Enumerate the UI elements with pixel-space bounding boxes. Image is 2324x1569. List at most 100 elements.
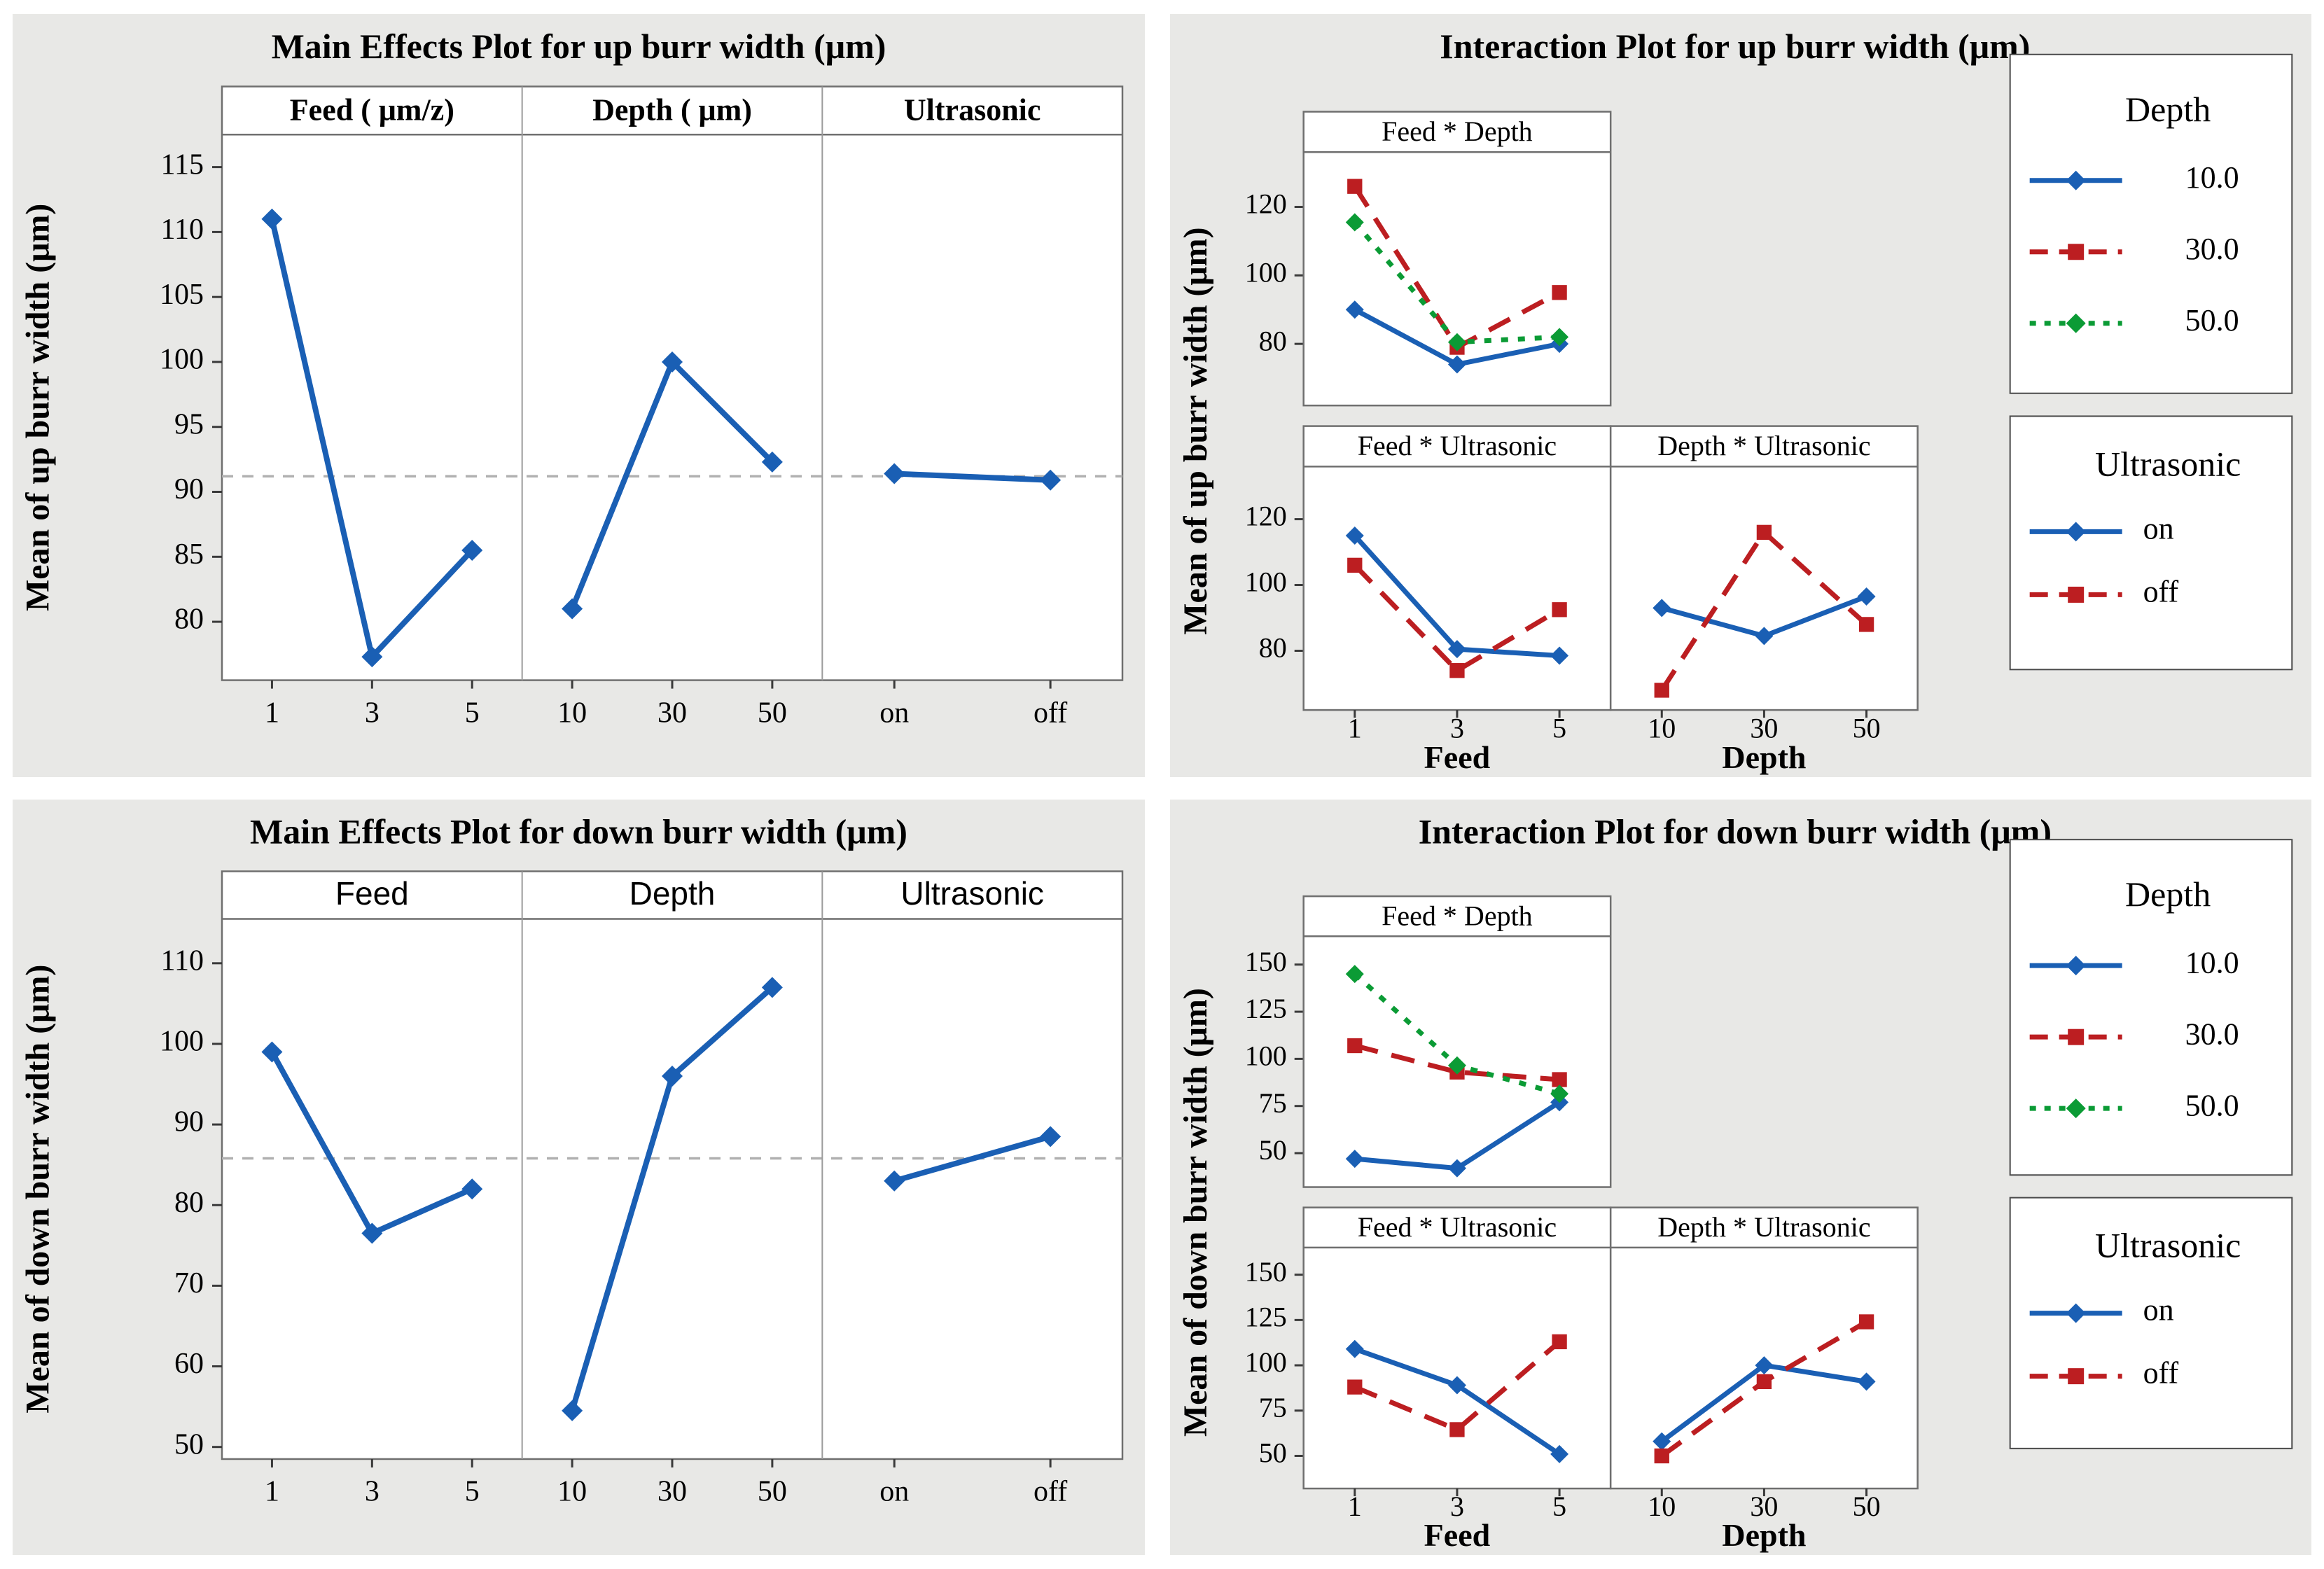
diamond-marker [761, 451, 783, 473]
panel-Depth * Ultrasonic: Depth * Ultrasonic 10 30 50 Depth [1609, 425, 1919, 775]
y-tick-label: 75 [1259, 1087, 1287, 1119]
series-Depth [562, 977, 783, 1421]
series-50.0 [1345, 965, 1569, 1103]
square-marker [1552, 1072, 1567, 1087]
square-marker [2068, 586, 2085, 603]
square-marker [1858, 1314, 1874, 1330]
x-tick-label: 5 [1552, 712, 1566, 744]
series-on [1345, 527, 1569, 665]
square-marker [1347, 557, 1363, 573]
y-tick-label: 105 [160, 279, 204, 311]
y-tick-label: 50 [174, 1428, 204, 1460]
diamond-marker [562, 598, 583, 620]
x-tick-label: 10 [1648, 1491, 1676, 1522]
panel-header: Feed * Ultrasonic [1358, 1211, 1557, 1243]
interaction-down-chart: Interaction Plot for down burr width (μm… [1177, 812, 2293, 1553]
diamond-marker [1040, 1126, 1062, 1148]
x-tick-label: 1 [265, 697, 279, 730]
series-off [1347, 1334, 1567, 1437]
legend-entry-label: 30.0 [2185, 232, 2239, 266]
diamond-marker [2066, 1099, 2086, 1119]
panel-header: Ultrasonic [904, 93, 1041, 127]
y-tick-label: 100 [1245, 257, 1287, 288]
panel-header: Feed * Depth [1382, 116, 1533, 147]
x-tick-label: 30 [1750, 712, 1778, 744]
square-marker [1449, 663, 1465, 678]
x-axis-label: Feed [1424, 1517, 1491, 1553]
series-off [1654, 524, 1874, 698]
legend-entry-label: 50.0 [2185, 1088, 2239, 1122]
panel-header: Depth * Ultrasonic [1657, 430, 1870, 461]
y-tick-label: 100 [1245, 566, 1287, 598]
y-tick-label: 50 [1259, 1437, 1287, 1469]
x-axis-label: Depth [1722, 739, 1806, 775]
panel-header: Feed * Depth [1382, 900, 1533, 931]
legend-entry-label: 10.0 [2185, 945, 2239, 979]
diamond-marker [1550, 1085, 1569, 1103]
panel-header: Feed * Ultrasonic [1358, 430, 1557, 461]
diamond-marker [562, 1400, 583, 1421]
series-off [1654, 1314, 1874, 1464]
legend-entry-label: on [2143, 512, 2174, 546]
diamond-marker [1447, 355, 1466, 374]
panel-header: Depth [629, 875, 716, 912]
x-tick-label: 50 [758, 1475, 787, 1507]
series-Feed [261, 1041, 483, 1244]
main-effects-down-chart: Main Effects Plot for down burr width (μ… [20, 812, 1124, 1507]
x-tick-label: 3 [1450, 712, 1464, 744]
legend-entry-label: 10.0 [2185, 160, 2239, 195]
y-axis-label: Mean of up burr width (μm) [1177, 228, 1214, 635]
x-tick-label: 1 [1348, 712, 1362, 744]
diamond-marker [1447, 1159, 1466, 1178]
diamond-marker [361, 646, 383, 668]
series-Depth ( μm) [562, 351, 783, 620]
y-tick-label: 120 [1245, 188, 1287, 220]
main-effects-up: Main Effects Plot for up burr width (μm)… [20, 27, 1124, 730]
chart-title: Interaction Plot for down burr width (μm… [1419, 812, 2052, 851]
x-tick-label: 10 [557, 1475, 587, 1507]
diamond-marker [662, 351, 683, 372]
main-effects-up-panel: Main Effects Plot for up burr width (μm)… [13, 14, 1145, 777]
diamond-marker [1040, 469, 1062, 491]
x-axis-label: Feed [1424, 739, 1491, 775]
y-tick-label: 90 [174, 1106, 204, 1138]
diamond-marker [2066, 522, 2086, 542]
panel-Feed * Ultrasonic: Feed * Ultrasonic 1 3 5 Feed [1302, 425, 1612, 775]
x-tick-label: 30 [657, 1475, 687, 1507]
square-marker [1756, 524, 1772, 541]
diamond-marker [261, 1041, 283, 1063]
y-tick-label: 80 [1259, 325, 1287, 356]
diamond-marker [461, 540, 483, 562]
diamond-marker [261, 208, 283, 230]
diamond-marker [1755, 1356, 1774, 1375]
panel-header: Feed ( μm/z) [290, 93, 454, 127]
diamond-marker [461, 1178, 483, 1200]
diamond-marker [361, 1222, 383, 1244]
legend-entry-label: 30.0 [2185, 1017, 2239, 1051]
diamond-marker [1550, 1444, 1569, 1463]
x-tick-label: on [879, 1475, 909, 1507]
square-marker [1347, 1379, 1363, 1395]
interaction-up-panel: Interaction Plot for up burr width (μm) M… [1170, 14, 2311, 777]
square-marker [1347, 1038, 1363, 1054]
y-tick-label: 125 [1245, 1302, 1287, 1333]
y-tick-label: 80 [1259, 632, 1287, 664]
chart-title: Interaction Plot for up burr width (μm) [1440, 27, 2030, 66]
diamond-marker [1345, 213, 1364, 232]
series-50.0 [1345, 213, 1569, 351]
diamond-marker [761, 977, 783, 998]
panel-Feed * Depth: Feed * Depth [1302, 895, 1612, 1188]
legend-entry-label: on [2143, 1293, 2174, 1327]
legend-Ultrasonic: Ultrasonic on off [2009, 1197, 2293, 1449]
diamond-marker [2066, 956, 2086, 976]
y-tick-label: 100 [1245, 1346, 1287, 1378]
legend-entry-label: off [2143, 1356, 2179, 1390]
y-tick-label: 110 [161, 944, 204, 977]
diamond-marker [1447, 1376, 1466, 1395]
panel-header: Feed [335, 875, 409, 912]
chart-title: Main Effects Plot for down burr width (μ… [250, 812, 907, 851]
square-marker [2068, 1368, 2085, 1385]
square-marker [1654, 1448, 1669, 1464]
x-tick-label: 10 [1648, 712, 1676, 744]
main-effects-down: Main Effects Plot for down burr width (μ… [20, 812, 1124, 1507]
